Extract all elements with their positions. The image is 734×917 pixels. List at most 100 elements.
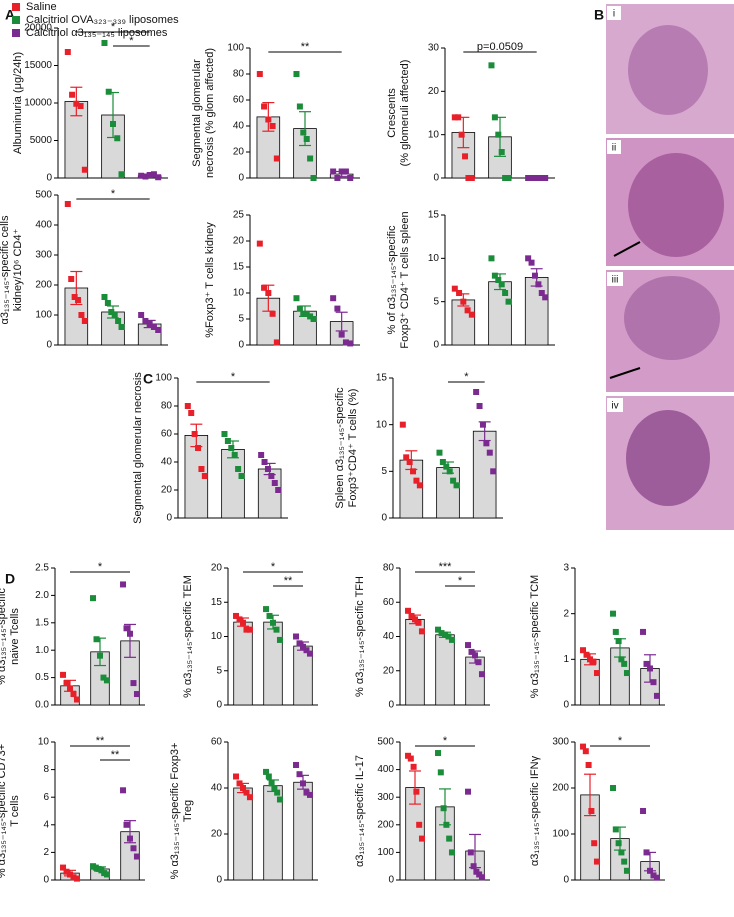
data-point (440, 805, 447, 812)
data-point (269, 310, 276, 317)
y-tick-label: 60 (161, 429, 173, 440)
y-axis-label: α3₁₃₅₋₁₄₅-specific IFNγ (529, 755, 541, 866)
glomerulus (628, 25, 708, 115)
data-point (453, 482, 460, 489)
data-point (615, 840, 622, 847)
data-point (535, 281, 542, 288)
y-axis-label: Foxp3⁺ CD4⁺ T cells spleen (399, 211, 411, 348)
y-tick-label: 10000 (24, 98, 52, 109)
y-tick-label: 0 (433, 340, 439, 351)
bar (435, 634, 455, 706)
y-tick-label: 15 (211, 597, 223, 608)
y-tick-label: 5 (238, 314, 244, 325)
data-point (73, 100, 80, 107)
y-tick-label: 100 (552, 829, 569, 840)
data-point (276, 636, 283, 643)
data-point (446, 835, 453, 842)
data-point (123, 821, 130, 828)
y-tick-label: 20000 (24, 23, 52, 34)
data-point (580, 647, 587, 654)
glomerulus (624, 276, 720, 360)
chart: 0 5 10 15 % of α3₁₃₅₋₁₄₅-specific Foxp3⁺ CD4⁺… (386, 210, 555, 351)
y-tick-label: 2 (563, 608, 569, 619)
y-tick-label: 40 (211, 783, 223, 794)
data-point (150, 324, 157, 330)
panel-label: C (143, 371, 153, 387)
y-tick-label: 4 (43, 819, 49, 830)
data-point (451, 114, 458, 121)
data-point (505, 175, 512, 181)
data-point (464, 307, 471, 314)
data-point (146, 321, 153, 327)
y-tick-label: 0 (563, 875, 569, 886)
y-tick-label: 0 (563, 700, 569, 711)
data-point (486, 449, 493, 456)
y-tick-label: 0 (388, 700, 394, 711)
data-point (458, 131, 465, 138)
data-point (435, 626, 442, 633)
significance-label: * (271, 561, 276, 573)
data-point (491, 114, 498, 121)
y-tick-label: 100 (35, 310, 52, 321)
data-point (643, 849, 650, 856)
y-tick-label: 2.0 (35, 590, 49, 601)
y-axis-label: % α3₁₃₅₋₁₄₅-specific Foxp3+ (169, 743, 181, 880)
data-point (274, 789, 281, 796)
data-point (246, 794, 253, 801)
data-point (491, 272, 498, 279)
bar (580, 658, 600, 706)
chart: 0 100 200 300 400 500 α3₁₃₅₋₁₄₅-specific IL-17… (354, 735, 490, 886)
data-point (439, 459, 446, 465)
data-point (64, 201, 71, 207)
data-point (475, 659, 482, 666)
y-tick-label: 0 (216, 875, 222, 886)
data-point (537, 175, 544, 181)
chart: 0 20 40 60 80 100 Segmental glomerular necrosis… (191, 41, 360, 184)
y-tick-label: 10 (428, 129, 440, 140)
bar (451, 299, 476, 346)
data-point (296, 640, 303, 647)
y-tick-label: 1.0 (35, 645, 49, 656)
significance-label: * (231, 371, 236, 383)
data-point (468, 648, 475, 655)
data-point (525, 175, 532, 181)
data-point (413, 477, 420, 484)
y-tick-label: 300 (377, 792, 394, 803)
data-point (593, 858, 600, 865)
y-axis-label: % α3₁₃₅₋₁₄₅-specific TFH (354, 576, 366, 697)
data-point (68, 276, 75, 282)
data-point (69, 91, 76, 98)
data-point (261, 284, 268, 291)
legend-label: Calcitriol α3₁₃₅₋₁₄₅ liposomes (26, 27, 168, 39)
y-tick-label: 0 (46, 340, 52, 351)
y-tick-label: 20 (233, 147, 245, 158)
data-point (273, 339, 280, 346)
data-point (621, 858, 628, 865)
y-axis-label: (% glomeruli affected) (399, 60, 411, 167)
data-point (528, 259, 535, 266)
data-point (133, 853, 140, 860)
data-point (334, 175, 341, 181)
chart: 0 1 2 3 % α3₁₃₅₋₁₄₅-specific TCM (529, 563, 665, 711)
data-point (268, 473, 275, 479)
arrow (613, 241, 641, 257)
y-axis-label: % α3₁₃₅₋₁₄₅-specific TCM (529, 575, 541, 698)
chart: 0 100 200 300 α3₁₃₅₋₁₄₅-specific IFNγ * (529, 735, 665, 886)
y-tick-label: 15 (428, 210, 440, 221)
data-point (615, 638, 622, 645)
data-point (114, 135, 121, 142)
data-point (307, 155, 314, 162)
significance-label: * (111, 188, 116, 200)
data-point (67, 685, 73, 692)
data-point (67, 871, 73, 878)
data-point (265, 773, 272, 780)
data-point (60, 671, 67, 678)
y-tick-label: 25 (233, 210, 245, 221)
y-axis-label: α3₁₃₅₋₁₄₅-specific IL-17 (354, 755, 366, 867)
y-axis-label: Segmental glomerular necrosis (132, 372, 144, 524)
data-point (63, 680, 70, 687)
significance-label: ** (284, 575, 293, 587)
data-point (399, 421, 406, 428)
data-point (653, 692, 660, 699)
